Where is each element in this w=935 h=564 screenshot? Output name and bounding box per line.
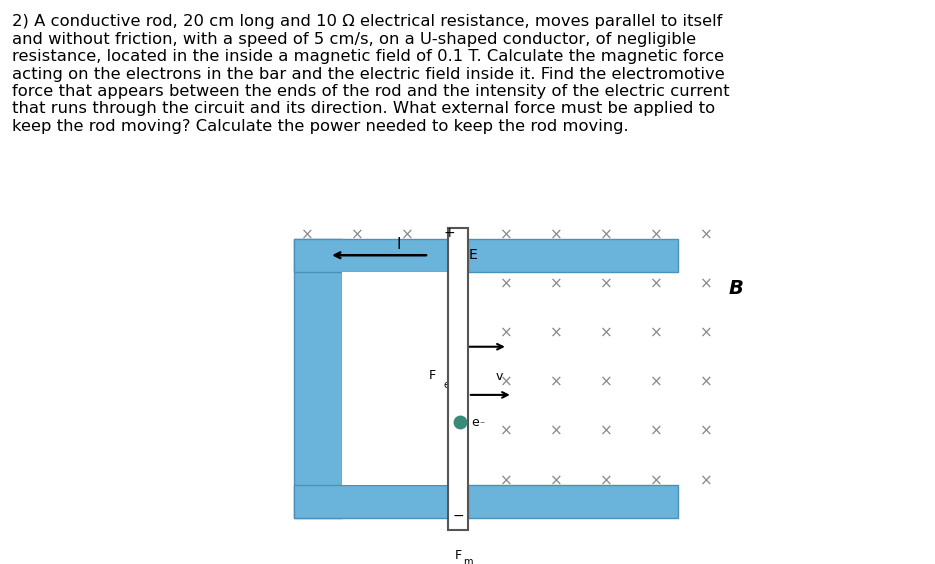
Bar — [448, 228, 468, 530]
Text: ×: × — [551, 227, 563, 243]
Text: ×: × — [650, 276, 663, 292]
Text: ×: × — [600, 326, 612, 341]
Text: B: B — [728, 279, 743, 298]
Bar — [295, 239, 342, 518]
Text: ×: × — [650, 326, 663, 341]
Text: ×: × — [700, 473, 712, 488]
Text: ⁻: ⁻ — [480, 420, 485, 430]
Text: ×: × — [500, 375, 513, 390]
Text: e: e — [444, 381, 450, 390]
Text: ×: × — [351, 227, 364, 243]
Text: +: + — [443, 226, 455, 240]
Bar — [342, 272, 448, 486]
Text: ×: × — [700, 424, 712, 439]
Text: ×: × — [600, 473, 612, 488]
Text: ×: × — [301, 276, 313, 292]
Text: ×: × — [500, 326, 513, 341]
Text: ×: × — [600, 276, 612, 292]
Text: ×: × — [600, 424, 612, 439]
Text: ×: × — [650, 424, 663, 439]
Text: ×: × — [301, 424, 313, 439]
Text: −: − — [452, 509, 464, 523]
Text: ×: × — [301, 473, 313, 488]
Text: ×: × — [700, 326, 712, 341]
Text: ×: × — [700, 276, 712, 292]
Text: ×: × — [650, 227, 663, 243]
Text: v: v — [496, 371, 503, 384]
Bar — [295, 239, 448, 272]
Text: 2) A conductive rod, 20 cm long and 10 Ω electrical resistance, moves parallel t: 2) A conductive rod, 20 cm long and 10 Ω… — [12, 15, 729, 134]
Text: ×: × — [400, 227, 413, 243]
Text: ×: × — [301, 227, 313, 243]
Text: ×: × — [700, 375, 712, 390]
Text: E: E — [468, 248, 478, 262]
Text: m: m — [463, 557, 472, 564]
Text: ×: × — [551, 473, 563, 488]
Bar — [295, 486, 448, 518]
Text: ×: × — [551, 326, 563, 341]
Text: ×: × — [301, 375, 313, 390]
Text: ×: × — [551, 276, 563, 292]
Text: ×: × — [650, 473, 663, 488]
Text: F: F — [429, 369, 436, 382]
Text: ×: × — [500, 227, 513, 243]
Text: ×: × — [551, 424, 563, 439]
Text: ×: × — [500, 424, 513, 439]
Text: ×: × — [500, 473, 513, 488]
Text: ×: × — [600, 375, 612, 390]
Text: I: I — [396, 237, 401, 252]
Text: F: F — [454, 549, 462, 562]
Bar — [468, 486, 678, 518]
Text: ×: × — [700, 227, 712, 243]
Text: ×: × — [500, 276, 513, 292]
Text: ×: × — [551, 375, 563, 390]
Text: e: e — [471, 416, 479, 429]
Bar — [468, 239, 678, 272]
Text: ×: × — [600, 227, 612, 243]
Text: ×: × — [301, 326, 313, 341]
Text: ×: × — [650, 375, 663, 390]
